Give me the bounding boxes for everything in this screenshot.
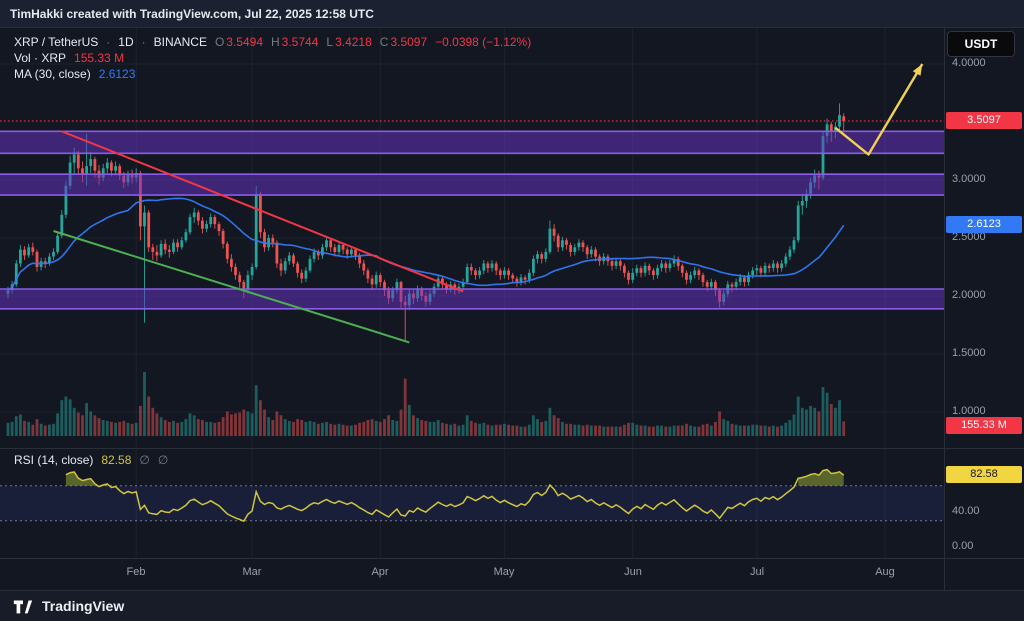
high-label: H: [271, 35, 280, 49]
separator-dot: ·: [141, 35, 146, 49]
month-label: Apr: [371, 566, 389, 578]
pane-separator[interactable]: [0, 448, 1024, 449]
tradingview-logo[interactable]: [12, 596, 34, 616]
exchange-label: BINANCE: [153, 35, 207, 49]
currency-toggle-button[interactable]: USDT: [947, 31, 1015, 57]
time-axis-border: [0, 558, 1024, 559]
close-value: 3.5097: [390, 35, 428, 49]
rsi-value-badge: 82.58: [946, 466, 1022, 483]
open-value: 3.5494: [226, 35, 263, 49]
rsi-hidden-value-icon: ∅: [157, 453, 169, 467]
rsi-value: 82.58: [101, 453, 132, 467]
ma-value-badge: 2.6123: [946, 216, 1022, 233]
month-label: Mar: [242, 566, 262, 578]
footer-border: [0, 590, 1024, 591]
low-label: L: [326, 35, 334, 49]
separator-dot: ·: [106, 35, 111, 49]
axis-tick-label: 4.0000: [952, 57, 986, 69]
month-label: Aug: [875, 566, 895, 578]
axis-tick-label: 3.0000: [952, 173, 986, 185]
time-axis[interactable]: Feb Mar Apr May Jun Jul Aug: [0, 558, 944, 590]
header-bar: TimHakki created with TradingView.com, J…: [0, 0, 1024, 28]
axis-tick-label: 2.0000: [952, 289, 986, 301]
volume-label[interactable]: Vol · XRP: [14, 51, 67, 65]
axis-tick-label: 40.00: [952, 505, 980, 517]
ma-value: 2.6123: [98, 67, 136, 81]
ma-label[interactable]: MA (30, close): [14, 67, 91, 81]
rsi-hidden-value-icon: ∅: [139, 453, 150, 467]
axis-tick-label: 0.00: [952, 540, 974, 552]
volume-badge: 155.33 M: [946, 417, 1022, 434]
brand-text: TradingView: [42, 598, 125, 614]
price-axis[interactable]: 4.0000 3.0000 2.5000 2.0000 1.5000 1.0000 40.0…: [944, 0, 1024, 590]
month-label: Feb: [126, 566, 146, 578]
open-label: O: [214, 35, 225, 49]
last-price-badge: 3.5097: [946, 112, 1022, 129]
close-label: C: [379, 35, 389, 49]
volume-value: 155.33 M: [74, 51, 125, 65]
month-label: Jun: [624, 566, 642, 578]
change-value: −0.0398 (−1.12%): [435, 35, 532, 49]
rsi-label[interactable]: RSI (14, close): [14, 453, 94, 467]
low-value: 3.4218: [335, 35, 372, 49]
footer-bar: TradingView: [0, 591, 1024, 621]
price-axis-border: [944, 28, 945, 590]
interval-label[interactable]: 1D: [118, 35, 134, 49]
axis-tick-label: 1.0000: [952, 405, 986, 417]
month-label: Jul: [749, 566, 765, 578]
symbol-title[interactable]: XRP / TetherUS: [14, 35, 99, 49]
high-value: 3.5744: [281, 35, 319, 49]
attribution-text: TimHakki created with TradingView.com, J…: [10, 6, 374, 21]
ma-row: MA (30, close) 2.6123: [14, 66, 531, 82]
axis-tick-label: 2.5000: [952, 231, 986, 243]
volume-row: Vol · XRP 155.33 M: [14, 50, 531, 66]
rsi-legend: RSI (14, close) 82.58 ∅ ∅: [14, 452, 168, 468]
axis-tick-label: 1.5000: [952, 347, 986, 359]
month-label: May: [493, 566, 515, 578]
